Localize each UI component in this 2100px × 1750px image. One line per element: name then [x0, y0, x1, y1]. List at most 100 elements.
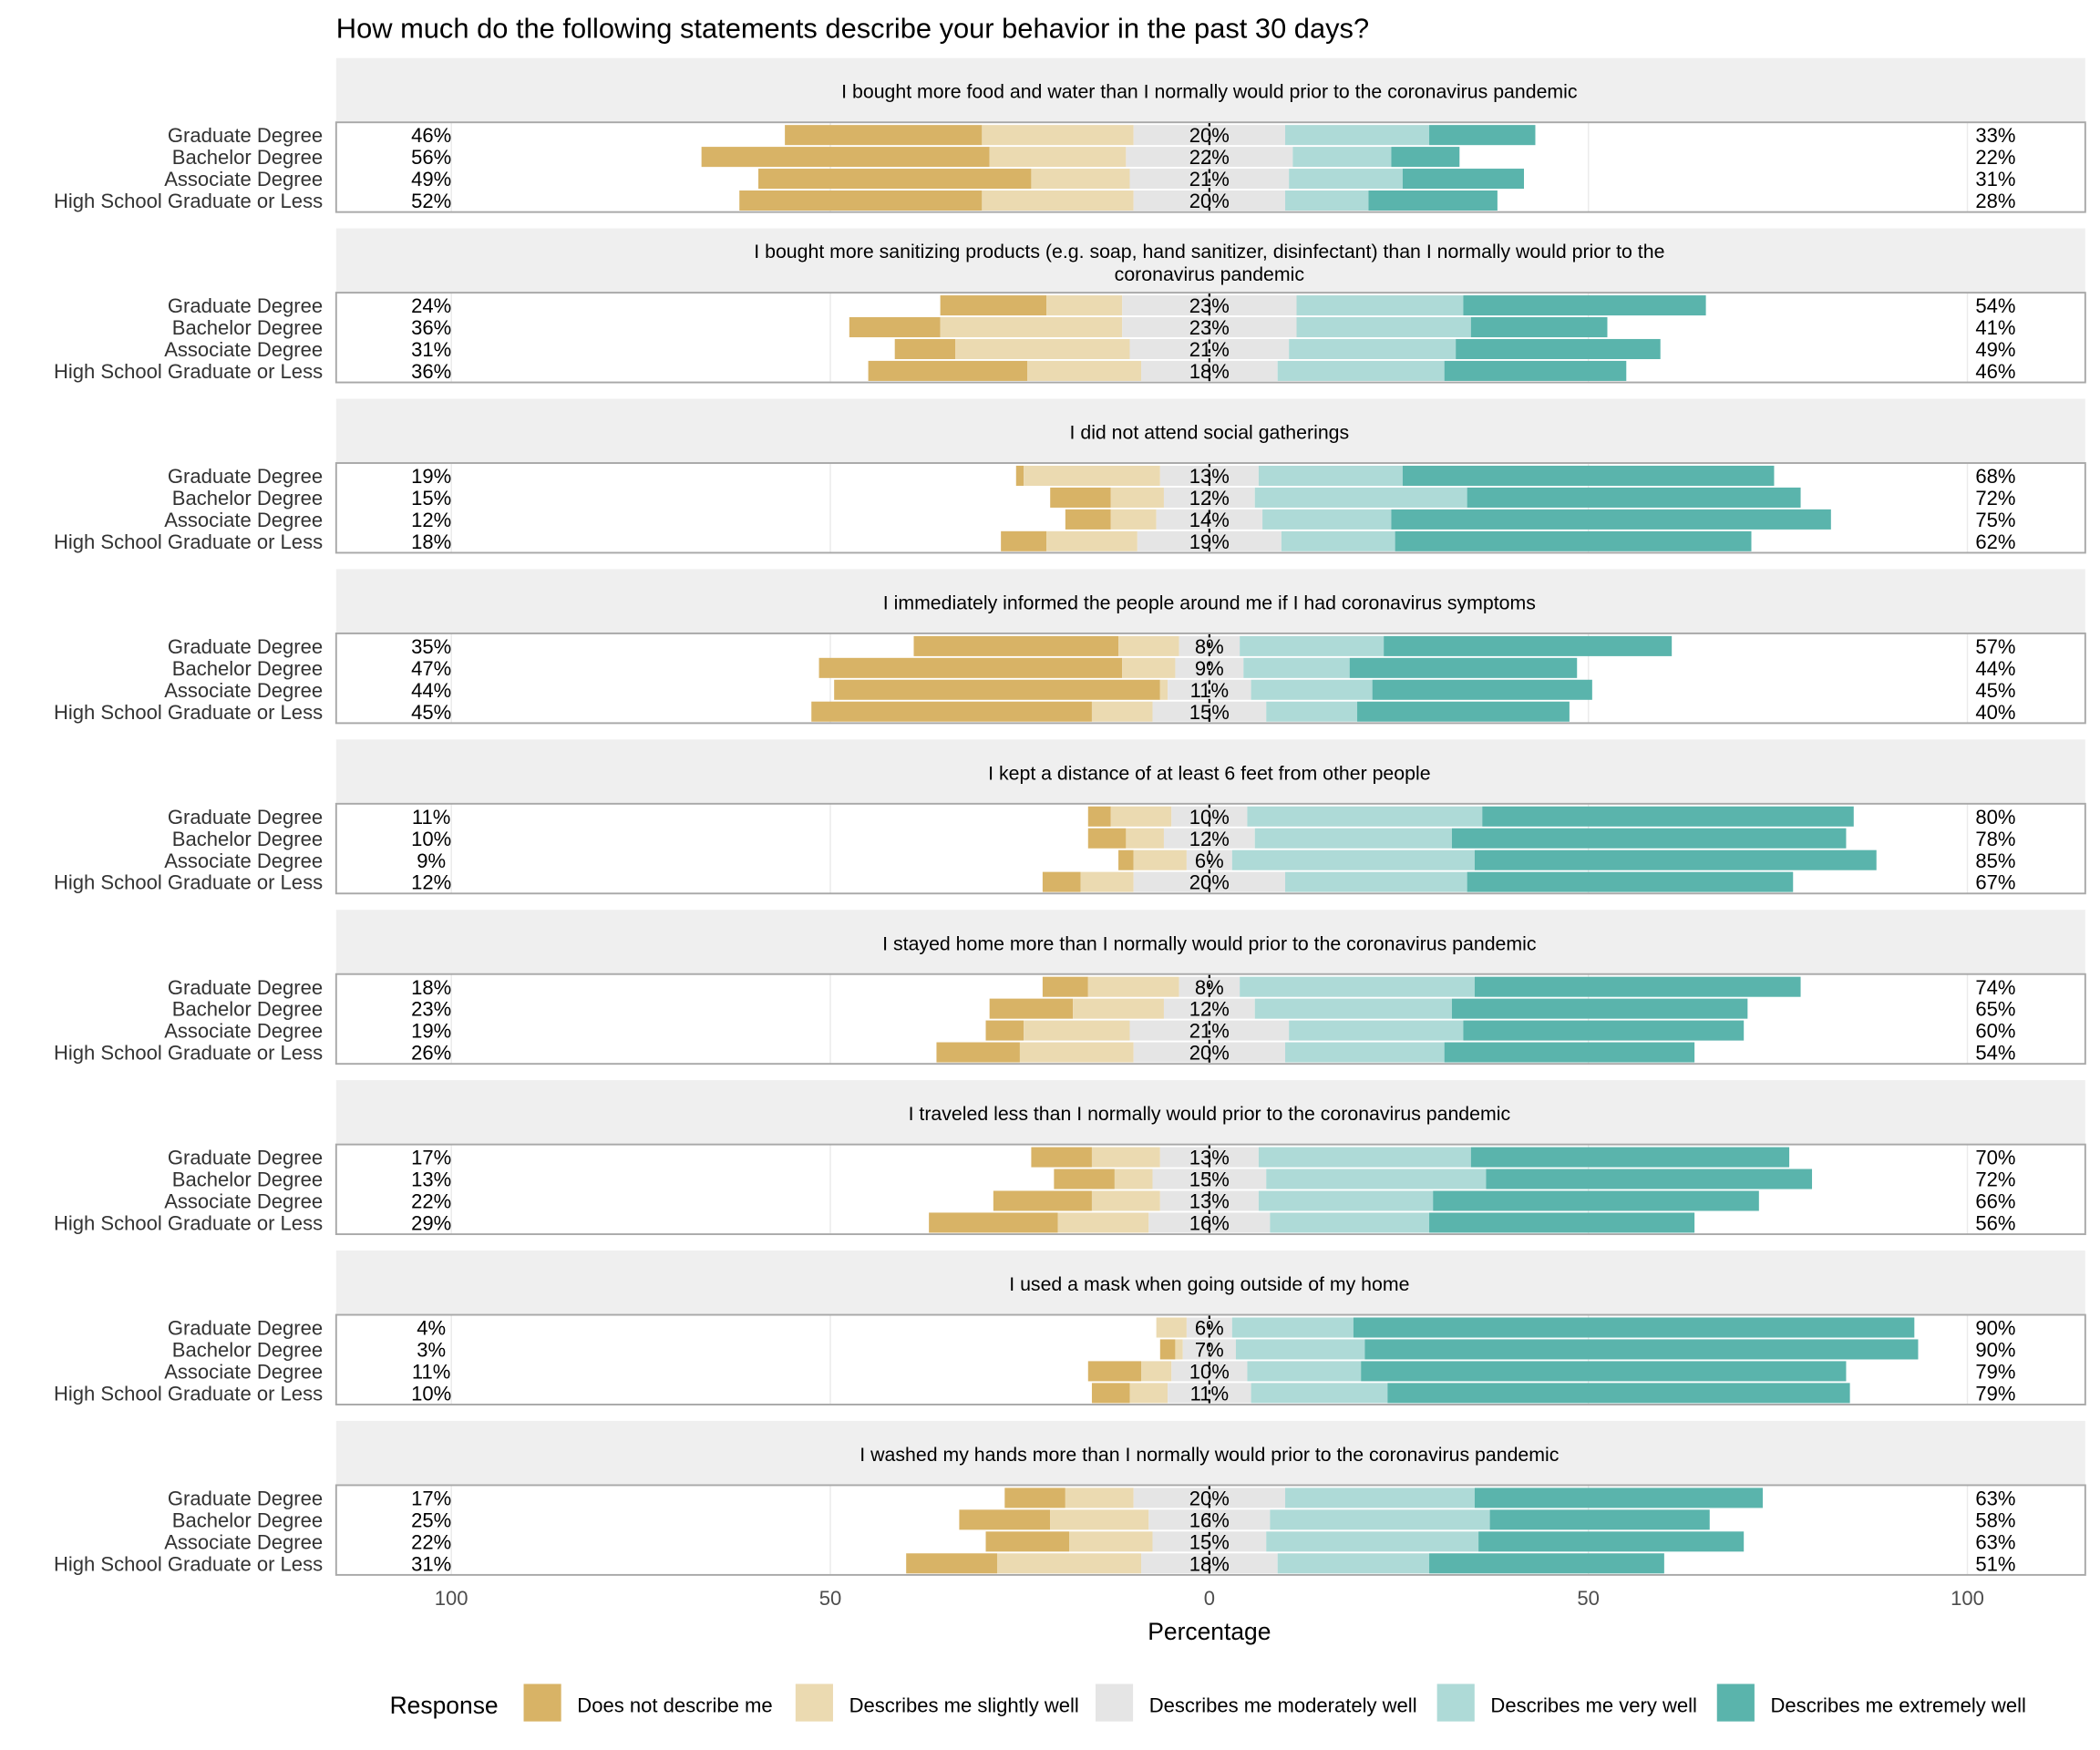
bar-segment-slightly-well — [1159, 679, 1168, 700]
category-label: High School Graduate or Less — [54, 871, 323, 894]
bar-segment-extremely-well — [1482, 806, 1854, 827]
category-label: High School Graduate or Less — [54, 1382, 323, 1405]
bar-segment-very-well — [1296, 295, 1464, 316]
bar-segment-very-well — [1247, 1361, 1362, 1382]
bar-segment-extremely-well — [1444, 360, 1627, 381]
left-percent-label: 19% — [411, 465, 451, 488]
category-label: Graduate Degree — [168, 1147, 323, 1169]
facet-panel: I bought more sanitizing products (e.g. … — [54, 228, 2086, 384]
bar-segment-slightly-well — [1046, 295, 1123, 316]
category-label: Bachelor Degree — [172, 657, 323, 680]
category-label: Associate Degree — [164, 338, 323, 361]
bar-segment-very-well — [1258, 1147, 1471, 1168]
bar-segment-slightly-well — [1024, 1020, 1130, 1041]
category-label: Graduate Degree — [168, 635, 323, 658]
right-percent-label: 46% — [1975, 360, 2015, 383]
right-percent-label: 60% — [1975, 1020, 2015, 1043]
bar-segment-very-well — [1235, 1339, 1365, 1360]
bar-segment-does-not-describe — [739, 190, 983, 211]
category-label: Bachelor Degree — [172, 1508, 323, 1531]
facet-panel: I stayed home more than I normally would… — [54, 910, 2086, 1065]
bar-segment-does-not-describe — [985, 1531, 1069, 1552]
category-label: Graduate Degree — [168, 806, 323, 829]
center-percent-label: 16% — [1189, 1508, 1230, 1531]
panel-border — [335, 1313, 2086, 1405]
chart-title: How much do the following statements des… — [336, 13, 1369, 45]
facet-panel: I bought more food and water than I norm… — [54, 57, 2086, 213]
bar-segment-does-not-describe — [785, 125, 983, 146]
bar-segment-slightly-well — [1024, 465, 1160, 486]
facet-strip — [335, 57, 2085, 123]
bar-segment-extremely-well — [1372, 679, 1592, 700]
facet-panel: I did not attend social gatherings Gradua… — [54, 398, 2086, 554]
category-label: High School Graduate or Less — [54, 1552, 323, 1575]
bar-segment-extremely-well — [1387, 1383, 1850, 1404]
center-percent-label: 22% — [1189, 146, 1230, 169]
bar-segment-moderately-well — [1163, 487, 1255, 508]
bar-segment-moderately-well — [1126, 147, 1293, 168]
bar-segment-very-well — [1262, 509, 1392, 530]
left-percent-label: 47% — [411, 657, 451, 680]
legend-label: Describes me very well — [1490, 1693, 1697, 1716]
left-percent-label: 10% — [411, 828, 451, 850]
right-percent-label: 44% — [1975, 657, 2015, 680]
bar-segment-very-well — [1285, 1488, 1475, 1508]
center-percent-label: 7% — [1195, 1339, 1224, 1362]
category-label: Bachelor Degree — [172, 146, 323, 169]
facet-title: I bought more sanitizing products (e.g. … — [754, 241, 1664, 262]
bar-segment-very-well — [1296, 317, 1471, 338]
bar-segment-slightly-well — [1133, 849, 1187, 870]
left-percent-label: 17% — [411, 1487, 451, 1509]
bar-segment-very-well — [1258, 1190, 1434, 1211]
bar-segment-does-not-describe — [959, 1509, 1051, 1530]
bar-segment-extremely-well — [1402, 169, 1525, 190]
bar-segment-slightly-well — [940, 317, 1123, 338]
category-label: Bachelor Degree — [172, 1168, 323, 1191]
right-percent-label: 68% — [1975, 465, 2015, 488]
bar-segment-very-well — [1231, 1317, 1354, 1338]
bar-segment-does-not-describe — [758, 169, 1032, 190]
bar-segment-slightly-well — [1122, 657, 1176, 678]
right-percent-label: 54% — [1975, 294, 2015, 317]
bar-segment-slightly-well — [982, 190, 1134, 211]
bar-segment-extremely-well — [1474, 849, 1877, 870]
legend-key-extremely-well — [1716, 1683, 1755, 1722]
category-label: Bachelor Degree — [172, 316, 323, 339]
category-label: Bachelor Degree — [172, 828, 323, 850]
bar-segment-very-well — [1289, 169, 1403, 190]
facet-strip — [335, 1420, 2085, 1486]
bar-segment-slightly-well — [1175, 1339, 1183, 1360]
legend-label: Describes me slightly well — [849, 1693, 1079, 1716]
facet-title: I immediately informed the people around… — [883, 592, 1536, 613]
bar-segment-very-well — [1251, 1383, 1388, 1404]
bar-segment-slightly-well — [1091, 1147, 1160, 1168]
bar-segment-does-not-describe — [1087, 1361, 1142, 1382]
bar-segment-does-not-describe — [1091, 1383, 1130, 1404]
category-label: Graduate Degree — [168, 1487, 323, 1509]
right-percent-label: 41% — [1975, 316, 2015, 339]
category-label: Associate Degree — [164, 1190, 323, 1213]
bar-segment-slightly-well — [1080, 871, 1134, 892]
bar-segment-moderately-well — [1182, 1339, 1236, 1360]
bar-segment-extremely-well — [1478, 1531, 1745, 1552]
right-percent-label: 72% — [1975, 487, 2015, 510]
bar-segment-slightly-well — [982, 125, 1134, 146]
bar-segment-moderately-well — [1163, 998, 1255, 1019]
center-percent-label: 12% — [1189, 828, 1230, 850]
left-percent-label: 11% — [412, 806, 450, 829]
left-percent-label: 25% — [411, 1508, 451, 1531]
bar-segment-extremely-well — [1395, 530, 1752, 551]
bar-segment-very-well — [1254, 487, 1467, 508]
left-percent-label: 13% — [411, 1168, 451, 1191]
bar-segment-very-well — [1254, 998, 1452, 1019]
left-percent-label: 45% — [411, 701, 451, 724]
left-percent-label: 12% — [411, 509, 451, 531]
right-percent-label: 40% — [1975, 701, 2015, 724]
left-percent-label: 18% — [411, 530, 451, 553]
bar-segment-slightly-well — [1073, 998, 1164, 1019]
category-label: High School Graduate or Less — [54, 530, 323, 553]
bar-segment-slightly-well — [1141, 1361, 1172, 1382]
left-percent-label: 22% — [411, 1530, 451, 1553]
category-label: Graduate Degree — [168, 976, 323, 999]
